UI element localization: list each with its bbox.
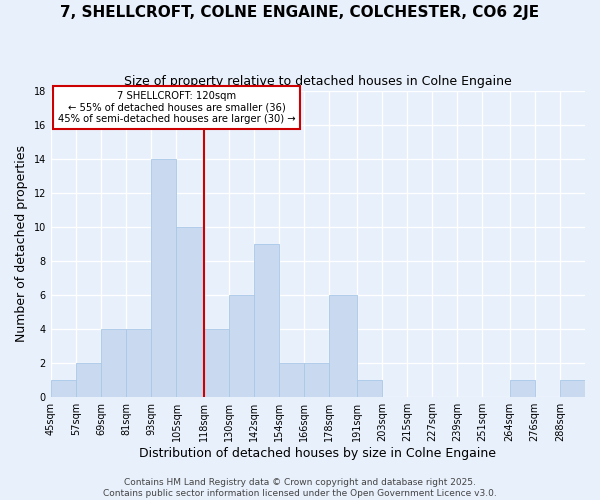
Bar	[151, 158, 176, 397]
Text: 7, SHELLCROFT, COLNE ENGAINE, COLCHESTER, CO6 2JE: 7, SHELLCROFT, COLNE ENGAINE, COLCHESTER…	[61, 5, 539, 20]
Bar	[304, 363, 329, 397]
Title: Size of property relative to detached houses in Colne Engaine: Size of property relative to detached ho…	[124, 75, 512, 88]
Bar	[254, 244, 279, 397]
Bar	[560, 380, 585, 397]
Bar	[101, 329, 126, 397]
Bar	[126, 329, 151, 397]
Bar	[229, 295, 254, 397]
Bar	[51, 380, 76, 397]
Bar	[329, 295, 356, 397]
Y-axis label: Number of detached properties: Number of detached properties	[15, 146, 28, 342]
Bar	[176, 227, 204, 397]
Text: 7 SHELLCROFT: 120sqm
← 55% of detached houses are smaller (36)
45% of semi-detac: 7 SHELLCROFT: 120sqm ← 55% of detached h…	[58, 91, 295, 124]
Bar	[279, 363, 304, 397]
Bar	[204, 329, 229, 397]
Bar	[356, 380, 382, 397]
Text: Contains HM Land Registry data © Crown copyright and database right 2025.
Contai: Contains HM Land Registry data © Crown c…	[103, 478, 497, 498]
X-axis label: Distribution of detached houses by size in Colne Engaine: Distribution of detached houses by size …	[139, 447, 496, 460]
Bar	[509, 380, 535, 397]
Bar	[76, 363, 101, 397]
